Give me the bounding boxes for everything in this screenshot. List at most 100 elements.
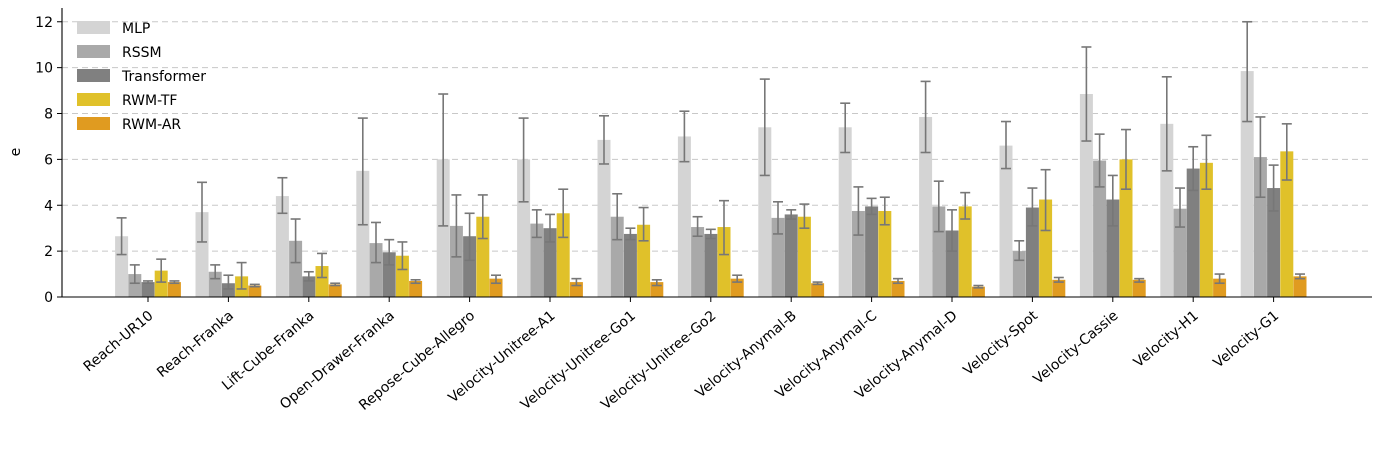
bar bbox=[1160, 123, 1174, 297]
x-tick-label: Velocity-G1 bbox=[1211, 308, 1283, 372]
bar bbox=[530, 223, 544, 297]
error-bars-transformer bbox=[143, 145, 1279, 290]
bar bbox=[730, 278, 744, 297]
bar bbox=[610, 216, 624, 297]
bar bbox=[1039, 199, 1053, 297]
bar bbox=[865, 206, 879, 297]
bar bbox=[1093, 160, 1107, 297]
bar bbox=[115, 236, 129, 297]
bar bbox=[449, 225, 463, 297]
bar bbox=[1119, 159, 1133, 297]
bar bbox=[1012, 251, 1026, 297]
y-tick-label: 0 bbox=[44, 290, 53, 306]
bar bbox=[1132, 279, 1146, 297]
y-axis-ticks: 0 2 4 6 8 10 12 bbox=[35, 15, 62, 306]
bar bbox=[463, 236, 477, 297]
legend-swatch bbox=[77, 69, 110, 82]
bar bbox=[704, 233, 718, 297]
error-bars-rssm bbox=[129, 116, 1266, 285]
bar bbox=[356, 170, 370, 297]
bar bbox=[409, 280, 423, 297]
x-tick-label: Velocity-H1 bbox=[1131, 308, 1202, 371]
bar bbox=[128, 274, 142, 297]
bar bbox=[758, 127, 772, 298]
bar bbox=[945, 230, 959, 297]
bar bbox=[999, 145, 1013, 297]
bar bbox=[838, 127, 852, 298]
bar bbox=[784, 214, 798, 297]
legend-swatch bbox=[77, 45, 110, 58]
bar bbox=[315, 266, 329, 297]
legend-swatch bbox=[77, 21, 110, 34]
bar bbox=[1025, 207, 1039, 297]
bar bbox=[919, 116, 933, 297]
y-tick-label: 4 bbox=[44, 198, 53, 214]
bar bbox=[517, 159, 531, 297]
legend-label: MLP bbox=[122, 21, 150, 37]
bar bbox=[811, 283, 825, 297]
y-tick-label: 12 bbox=[35, 15, 53, 31]
bar bbox=[771, 217, 785, 297]
series-mlp bbox=[115, 71, 1254, 298]
bar bbox=[275, 196, 289, 297]
bar bbox=[1052, 279, 1066, 297]
bar bbox=[543, 228, 557, 297]
bar bbox=[141, 282, 155, 297]
bar bbox=[1079, 94, 1093, 297]
bar bbox=[556, 213, 570, 297]
bar bbox=[1293, 276, 1307, 297]
bar bbox=[476, 216, 490, 297]
bar bbox=[717, 227, 731, 297]
bar bbox=[1240, 71, 1254, 297]
legend-swatch bbox=[77, 117, 110, 130]
bar bbox=[1173, 208, 1187, 297]
legend-label: RSSM bbox=[122, 45, 162, 61]
bar bbox=[436, 159, 450, 297]
y-axis-label: e bbox=[8, 148, 24, 157]
y-tick-label: 10 bbox=[35, 61, 53, 77]
bar bbox=[289, 240, 303, 297]
bar bbox=[1186, 168, 1200, 297]
bar bbox=[328, 284, 342, 297]
bar bbox=[369, 243, 383, 297]
x-tick-label: Velocity-Spot bbox=[961, 307, 1042, 378]
series-transformer bbox=[141, 168, 1281, 297]
y-tick-label: 2 bbox=[44, 244, 53, 260]
bar bbox=[971, 286, 985, 297]
bar bbox=[1253, 157, 1267, 297]
bar bbox=[958, 206, 972, 297]
bar bbox=[1280, 151, 1294, 297]
bar bbox=[623, 233, 637, 297]
x-tick-label: Reach-Franka bbox=[154, 308, 237, 381]
bar bbox=[878, 210, 892, 297]
series-rssm bbox=[128, 157, 1267, 297]
bar bbox=[1267, 188, 1281, 297]
x-tick-label: Velocity-Cassie bbox=[1031, 308, 1122, 388]
bar bbox=[195, 212, 209, 297]
bar bbox=[851, 210, 865, 297]
bar bbox=[248, 285, 262, 297]
bar bbox=[221, 283, 235, 297]
bar bbox=[691, 227, 705, 297]
legend-swatch bbox=[77, 93, 110, 106]
x-tick-label: Reach-UR10 bbox=[81, 308, 157, 375]
error-bars-rwm-ar bbox=[169, 273, 1305, 289]
bar bbox=[154, 270, 168, 297]
bar bbox=[1199, 162, 1213, 297]
bar bbox=[637, 224, 651, 297]
bars-layer bbox=[115, 20, 1307, 298]
series-rwm-tf bbox=[154, 151, 1294, 297]
bar bbox=[891, 280, 905, 297]
bar bbox=[382, 252, 396, 297]
bar bbox=[395, 255, 409, 297]
bar bbox=[932, 206, 946, 297]
bar bbox=[597, 139, 611, 297]
x-axis-ticks: Reach-UR10Reach-FrankaLift-Cube-FrankaOp… bbox=[81, 297, 1283, 414]
y-tick-label: 8 bbox=[44, 107, 53, 123]
bar bbox=[677, 136, 691, 297]
bar bbox=[797, 216, 811, 297]
gridlines bbox=[62, 21, 1372, 252]
error-bars-rwm-tf bbox=[156, 123, 1292, 290]
